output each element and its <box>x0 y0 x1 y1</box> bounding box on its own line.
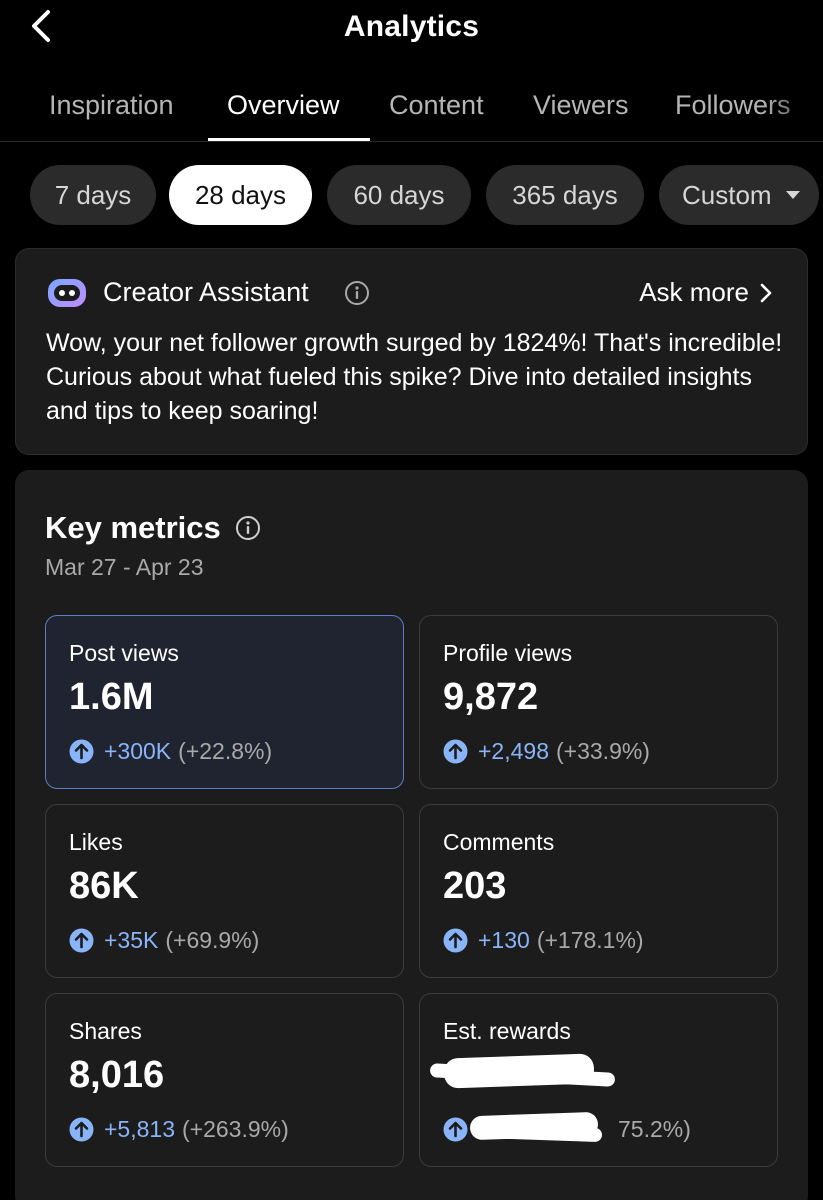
metric-percent: (+178.1%) <box>536 926 644 953</box>
tab-bar: Inspiration Overview Content Viewers Fol… <box>0 78 823 142</box>
metric-card-comments[interactable]: Comments 203 +130 (+178.1%) <box>419 804 778 978</box>
range-7-days-chip[interactable]: 7 days <box>30 165 156 225</box>
chip-label: 365 days <box>512 179 618 210</box>
metric-card-profile-views[interactable]: Profile views 9,872 +2,498 (+33.9%) <box>419 615 778 789</box>
tab-overview[interactable]: Overview <box>227 90 340 120</box>
range-28-days-chip[interactable]: 28 days <box>169 165 312 225</box>
key-metrics-title: Key metrics <box>45 510 221 545</box>
range-60-days-chip[interactable]: 60 days <box>327 165 471 225</box>
back-button[interactable] <box>28 8 58 44</box>
chip-label: Custom <box>682 179 772 210</box>
metric-delta: +5,813 <box>104 1115 175 1142</box>
metric-delta: +2,498 <box>478 737 549 764</box>
chip-label: 60 days <box>353 179 445 210</box>
chip-label: 7 days <box>54 179 132 210</box>
arrow-up-circle-icon <box>443 928 468 952</box>
assistant-message: Wow, your net follower growth surged by … <box>46 329 783 425</box>
metric-percent: (+69.9%) <box>165 926 260 953</box>
info-icon[interactable] <box>344 280 370 306</box>
info-icon[interactable] <box>235 515 261 541</box>
metric-label: Shares <box>69 1018 142 1044</box>
ask-more-link[interactable]: Ask more <box>639 277 773 308</box>
metric-card-est-rewards[interactable]: Est. rewards 75.2%) <box>419 993 778 1167</box>
arrow-up-circle-icon <box>443 739 468 763</box>
metric-percent: 75.2%) <box>618 1115 691 1142</box>
metric-label: Post views <box>69 640 179 666</box>
metric-delta: +35K <box>104 926 159 953</box>
metrics-date-range: Mar 27 - Apr 23 <box>45 554 204 580</box>
range-custom-dropdown[interactable]: Custom <box>659 165 819 225</box>
metric-change: +300K (+22.8%) <box>69 737 272 765</box>
metric-value: 86K <box>69 865 139 907</box>
metric-change: +2,498 (+33.9%) <box>443 737 650 765</box>
metric-label: Comments <box>443 829 555 855</box>
metric-change: 75.2%) <box>443 1115 691 1143</box>
chip-label: 28 days <box>194 179 287 210</box>
metric-value: 9,872 <box>443 676 539 718</box>
metric-label: Profile views <box>443 640 573 666</box>
arrow-up-circle-icon <box>69 928 94 952</box>
metric-delta: +300K <box>104 737 172 764</box>
metric-label: Est. rewards <box>443 1018 571 1044</box>
metric-value: 1.6M <box>69 676 154 718</box>
arrow-up-circle-icon <box>69 739 94 763</box>
robot-icon <box>48 279 86 307</box>
page-title: Analytics <box>343 10 480 43</box>
metric-value: 203 <box>443 865 507 907</box>
metric-change: +35K (+69.9%) <box>69 926 259 954</box>
active-tab-indicator <box>208 138 370 141</box>
metric-delta: +130 <box>478 926 530 953</box>
date-range-selector: 7 days 28 days 60 days 365 days Custom <box>0 165 823 225</box>
metric-percent: (+263.9%) <box>182 1115 289 1142</box>
metric-change: +130 (+178.1%) <box>443 926 644 954</box>
caret-down-icon <box>785 191 800 199</box>
creator-assistant-card: Creator Assistant Ask more Wow, your net… <box>15 248 808 455</box>
metric-card-post-views[interactable]: Post views 1.6M +300K (+22.8%) <box>45 615 404 789</box>
tab-viewers[interactable]: Viewers <box>533 90 629 120</box>
assistant-title: Creator Assistant <box>103 277 309 307</box>
tab-inspiration[interactable]: Inspiration <box>49 90 174 120</box>
metric-value: 8,016 <box>69 1054 165 1096</box>
metric-percent: (+22.8%) <box>178 737 273 764</box>
metric-card-shares[interactable]: Shares 8,016 +5,813 (+263.9%) <box>45 993 404 1167</box>
metric-change: +5,813 (+263.9%) <box>69 1115 289 1143</box>
chevron-left-icon <box>32 10 50 42</box>
arrow-up-circle-icon <box>69 1117 94 1141</box>
range-365-days-chip[interactable]: 365 days <box>486 165 644 225</box>
metric-label: Likes <box>69 829 123 855</box>
chevron-right-icon <box>760 283 772 302</box>
header: Analytics <box>0 0 823 56</box>
tabs-scroll-fade <box>763 78 823 140</box>
arrow-up-circle-icon <box>443 1117 468 1141</box>
ask-more-label: Ask more <box>639 277 749 307</box>
metric-card-likes[interactable]: Likes 86K +35K (+69.9%) <box>45 804 404 978</box>
key-metrics-panel: Key metrics Mar 27 - Apr 23 Post views 1… <box>15 470 808 1200</box>
metric-percent: (+33.9%) <box>556 737 650 764</box>
tab-content[interactable]: Content <box>389 90 484 120</box>
